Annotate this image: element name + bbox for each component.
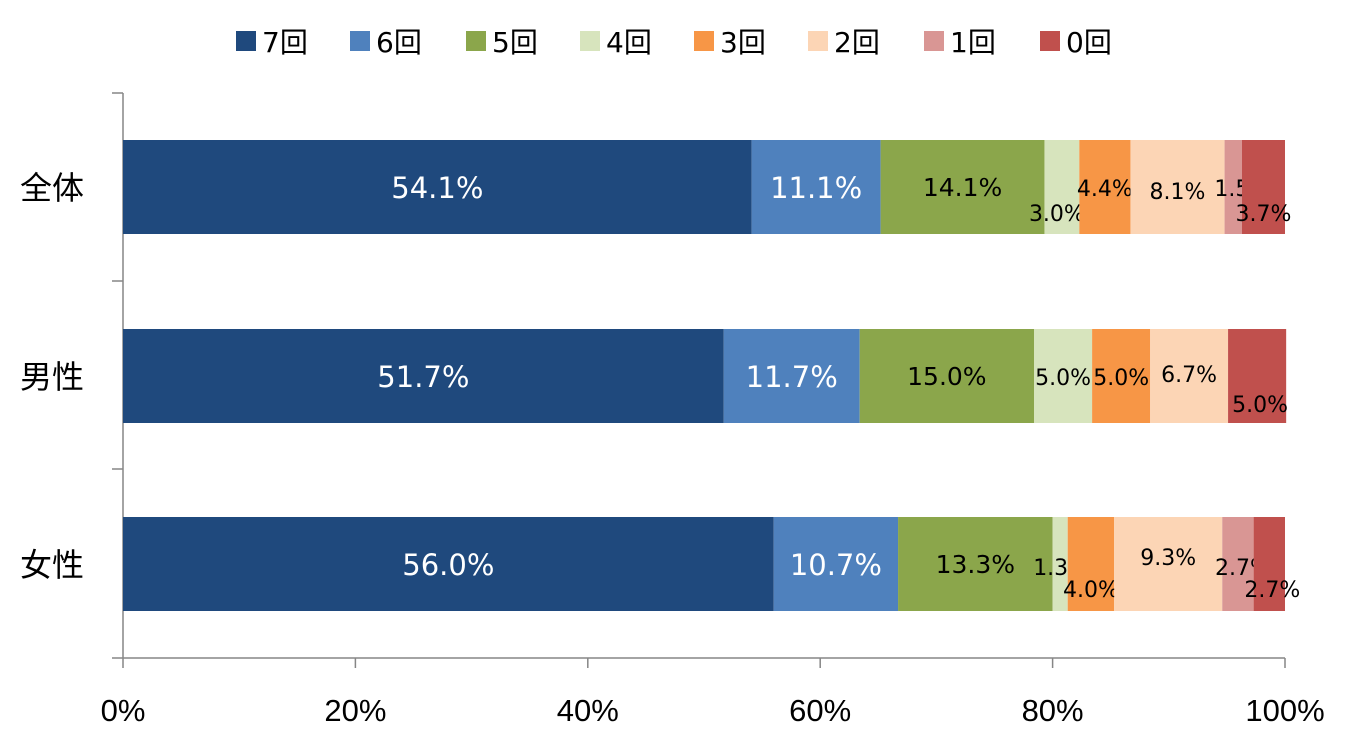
legend-swatch-3 [580, 31, 600, 51]
legend-label-5: 2回 [834, 26, 880, 59]
bar-2-4 [1067, 517, 1115, 611]
data-label-2-4: 4.0% [1063, 578, 1119, 603]
bar-0-2 [880, 140, 1045, 234]
x-tick-label-2: 40% [557, 693, 619, 728]
bar-0-7 [1242, 140, 1285, 234]
bar-2-2 [898, 517, 1053, 611]
legend-swatch-7 [1040, 31, 1060, 51]
bar-0-5 [1130, 140, 1225, 234]
bar-2-5 [1114, 517, 1223, 611]
data-label-2-0: 56.0% [402, 548, 494, 582]
bar-2-0 [123, 517, 774, 611]
legend-swatch-6 [924, 31, 944, 51]
x-tick-label-3: 60% [789, 693, 851, 728]
legend-label-1: 6回 [376, 26, 422, 59]
data-label-0-3: 3.0% [1029, 202, 1085, 227]
bar-0-6 [1224, 140, 1243, 234]
data-label-1-1: 11.7% [746, 360, 838, 394]
legend-label-2: 5回 [492, 26, 538, 59]
data-label-0-0: 54.1% [391, 171, 483, 205]
bar-1-4 [1092, 329, 1151, 423]
bar-1-0 [123, 329, 724, 423]
bar-2-6 [1222, 517, 1254, 611]
legend-swatch-4 [694, 31, 714, 51]
data-label-2-2: 13.3% [936, 550, 1015, 579]
data-label-0-5: 8.1% [1150, 180, 1206, 205]
legend-swatch-0 [236, 31, 256, 51]
legend-swatch-1 [350, 31, 370, 51]
x-tick-label-0: 0% [101, 693, 146, 728]
bar-0-1 [751, 140, 881, 234]
legend-label-3: 4回 [606, 26, 652, 59]
data-label-2-1: 10.7% [790, 548, 882, 582]
data-label-1-7: 5.0% [1232, 393, 1288, 418]
bar-0-4 [1079, 140, 1131, 234]
category-label-2: 女性 [20, 546, 84, 584]
data-label-1-3: 5.0% [1035, 366, 1091, 391]
legend-swatch-5 [808, 31, 828, 51]
data-label-1-5: 6.7% [1161, 363, 1217, 388]
category-label-1: 男性 [20, 358, 84, 396]
data-label-1-2: 15.0% [907, 362, 986, 391]
legend-label-6: 1回 [950, 26, 996, 59]
data-label-0-1: 11.1% [770, 171, 862, 205]
bar-1-2 [859, 329, 1035, 423]
category-label-0: 全体 [20, 169, 84, 207]
bar-0-3 [1044, 140, 1080, 234]
bar-1-7 [1228, 329, 1287, 423]
x-tick-label-1: 20% [324, 693, 386, 728]
bar-1-3 [1034, 329, 1093, 423]
bar-2-7 [1253, 517, 1285, 611]
bar-1-5 [1150, 329, 1229, 423]
bar-0-0 [123, 140, 752, 234]
legend-label-0: 7回 [262, 26, 308, 59]
bar-1-1 [723, 329, 860, 423]
x-tick-label-5: 100% [1245, 693, 1324, 728]
x-tick-label-4: 80% [1022, 693, 1084, 728]
legend-label-7: 0回 [1066, 26, 1112, 59]
data-label-1-0: 51.7% [377, 360, 469, 394]
data-label-1-4: 5.0% [1093, 366, 1149, 391]
legend-swatch-2 [466, 31, 486, 51]
bar-2-3 [1052, 517, 1068, 611]
legend-label-4: 3回 [720, 26, 766, 59]
data-label-0-7: 3.7% [1236, 202, 1292, 227]
data-label-2-5: 9.3% [1140, 546, 1196, 571]
data-label-2-7: 2.7% [1244, 578, 1300, 603]
data-label-0-2: 14.1% [923, 173, 1002, 202]
bar-2-1 [773, 517, 899, 611]
data-label-0-4: 4.4% [1077, 177, 1133, 202]
